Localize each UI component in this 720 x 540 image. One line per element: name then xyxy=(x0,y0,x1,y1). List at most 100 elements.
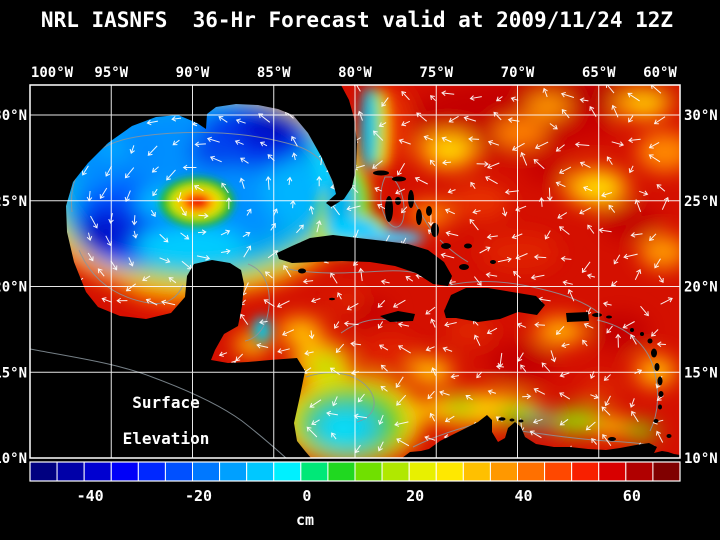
colorbar-cell xyxy=(435,461,464,482)
current-arrow xyxy=(309,399,322,408)
current-arrow xyxy=(180,206,187,217)
colorbar-cell xyxy=(489,461,518,482)
lon-tick-label: 75°W xyxy=(419,65,453,81)
current-arrow xyxy=(650,329,659,337)
colorbar-cell xyxy=(571,461,600,482)
current-arrow xyxy=(105,165,112,177)
current-arrow xyxy=(655,430,664,443)
current-arrow xyxy=(517,352,524,362)
current-arrow xyxy=(220,229,231,236)
current-arrow xyxy=(470,181,476,189)
current-arrow xyxy=(622,321,635,329)
current-arrow xyxy=(468,136,480,142)
current-arrow xyxy=(146,119,158,126)
current-arrow xyxy=(648,141,660,149)
lat-tick-label-left: 25°N xyxy=(0,194,27,210)
current-arrow xyxy=(649,233,657,241)
current-arrow xyxy=(444,321,457,328)
current-arrow xyxy=(549,123,558,130)
current-arrow xyxy=(281,329,295,336)
current-arrow xyxy=(377,300,386,308)
lon-tick-label: 80°W xyxy=(338,65,372,81)
current-arrow xyxy=(559,392,571,400)
current-arrow xyxy=(416,112,428,122)
current-arrow xyxy=(660,297,673,305)
current-arrow xyxy=(611,141,625,147)
current-arrow xyxy=(218,351,228,357)
current-arrow xyxy=(610,280,618,287)
current-arrow xyxy=(532,418,543,425)
current-arrow xyxy=(329,367,340,376)
current-arrow xyxy=(427,390,435,400)
latitude-longitude-grid xyxy=(30,85,680,458)
current-arrow xyxy=(623,253,638,260)
current-arrow xyxy=(654,258,661,269)
current-arrow xyxy=(465,394,473,401)
current-arrow xyxy=(125,283,137,292)
current-arrow xyxy=(259,141,268,147)
current-arrow xyxy=(159,233,169,243)
colorbar-cell xyxy=(164,461,194,482)
island-jamaica xyxy=(380,311,415,322)
current-arrow xyxy=(291,152,298,161)
current-arrow xyxy=(330,272,338,284)
current-arrow xyxy=(196,255,211,261)
current-arrow xyxy=(640,305,649,317)
current-arrow xyxy=(469,218,479,231)
current-arrow xyxy=(590,393,599,400)
current-arrow xyxy=(486,162,500,170)
current-arrow xyxy=(87,252,94,262)
current-arrow xyxy=(487,140,500,146)
current-arrow xyxy=(326,410,338,417)
current-arrow xyxy=(316,175,322,187)
map-annotation-elevation: Elevation xyxy=(123,429,210,448)
current-arrow xyxy=(631,410,639,423)
current-arrow xyxy=(197,229,207,236)
current-arrow xyxy=(634,268,642,281)
current-arrow xyxy=(479,246,491,254)
current-arrow xyxy=(128,257,134,267)
current-arrow xyxy=(151,166,159,173)
current-arrow xyxy=(629,398,635,408)
current-arrow xyxy=(218,116,228,123)
current-arrow xyxy=(147,145,158,156)
current-arrow xyxy=(172,139,180,146)
current-arrow xyxy=(398,138,411,145)
current-arrow xyxy=(429,412,436,422)
current-arrow xyxy=(240,313,249,325)
current-arrow xyxy=(374,186,382,192)
current-arrow xyxy=(533,159,545,170)
current-arrow xyxy=(429,159,436,167)
current-arrow xyxy=(176,192,182,203)
current-arrow xyxy=(487,389,497,395)
lat-tick-label-right: 20°N xyxy=(684,280,718,296)
current-arrow xyxy=(560,255,572,262)
current-arrow xyxy=(476,161,489,167)
current-arrow xyxy=(131,215,138,226)
current-arrow xyxy=(602,433,612,446)
current-arrow xyxy=(601,406,611,416)
colorbar-tick-label: -20 xyxy=(185,487,212,505)
lat-tick-label-right: 25°N xyxy=(684,194,718,210)
current-arrow xyxy=(567,289,575,302)
current-arrow xyxy=(392,299,406,308)
current-arrow xyxy=(331,432,337,440)
current-arrow xyxy=(116,297,128,304)
current-arrow xyxy=(639,190,649,196)
colorbar-frame xyxy=(29,461,681,482)
colorbar-cell xyxy=(273,461,302,482)
current-arrow xyxy=(380,385,388,392)
colorbar-cell xyxy=(56,461,85,482)
current-arrow xyxy=(377,441,384,452)
lat-tick-label-left: 20°N xyxy=(0,280,27,296)
current-arrow xyxy=(198,212,209,219)
current-arrow xyxy=(424,435,436,441)
current-arrow xyxy=(306,426,318,438)
current-arrow xyxy=(152,188,158,197)
current-arrow xyxy=(469,95,482,101)
current-arrow xyxy=(145,298,158,306)
current-arrow xyxy=(243,245,252,258)
current-arrow xyxy=(286,176,293,185)
current-arrow xyxy=(628,137,641,143)
